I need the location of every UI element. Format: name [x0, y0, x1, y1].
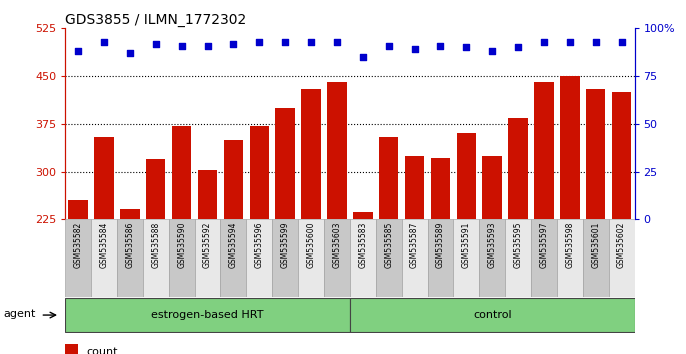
Bar: [431, 158, 450, 354]
Bar: [195, 219, 220, 297]
Bar: [327, 82, 346, 354]
Point: [435, 43, 446, 48]
Bar: [480, 219, 505, 297]
Bar: [276, 108, 295, 354]
Bar: [143, 219, 169, 297]
Bar: [324, 219, 350, 297]
Point: [512, 45, 523, 50]
Point: [228, 41, 239, 46]
Point: [280, 39, 291, 45]
Point: [254, 39, 265, 45]
Bar: [353, 212, 372, 354]
Point: [331, 39, 342, 45]
Bar: [272, 219, 298, 297]
Text: GSM535593: GSM535593: [488, 222, 497, 268]
Bar: [65, 344, 78, 354]
Text: GSM535591: GSM535591: [462, 222, 471, 268]
Bar: [350, 219, 376, 297]
Text: GSM535583: GSM535583: [358, 222, 367, 268]
Bar: [457, 133, 476, 354]
Bar: [586, 89, 606, 354]
Text: count: count: [86, 347, 117, 354]
Bar: [534, 82, 554, 354]
Bar: [560, 76, 580, 354]
Bar: [250, 126, 269, 354]
Text: GSM535599: GSM535599: [281, 222, 289, 268]
Text: GSM535588: GSM535588: [151, 222, 161, 268]
Bar: [405, 156, 424, 354]
Bar: [453, 219, 480, 297]
Text: GSM535603: GSM535603: [333, 222, 342, 268]
Bar: [557, 219, 583, 297]
Bar: [120, 209, 139, 354]
Bar: [508, 118, 528, 354]
Text: GSM535602: GSM535602: [617, 222, 626, 268]
Bar: [220, 219, 246, 297]
Bar: [65, 298, 350, 332]
Bar: [482, 156, 502, 354]
Bar: [376, 219, 401, 297]
Text: GSM535601: GSM535601: [591, 222, 600, 268]
Text: control: control: [473, 310, 512, 320]
Text: GDS3855 / ILMN_1772302: GDS3855 / ILMN_1772302: [65, 13, 246, 27]
Point: [357, 54, 368, 60]
Text: GSM535585: GSM535585: [384, 222, 393, 268]
Point: [539, 39, 549, 45]
Text: agent: agent: [3, 309, 36, 319]
Text: GSM535596: GSM535596: [255, 222, 264, 268]
Bar: [224, 140, 243, 354]
Text: estrogen-based HRT: estrogen-based HRT: [152, 310, 263, 320]
Bar: [246, 219, 272, 297]
Point: [461, 45, 472, 50]
Bar: [612, 92, 631, 354]
Text: GSM535598: GSM535598: [565, 222, 574, 268]
Bar: [169, 219, 195, 297]
Text: GSM535592: GSM535592: [203, 222, 212, 268]
Bar: [91, 219, 117, 297]
Bar: [146, 159, 165, 354]
Bar: [608, 219, 635, 297]
Bar: [505, 219, 531, 297]
Text: GSM535590: GSM535590: [177, 222, 186, 268]
Text: GSM535600: GSM535600: [307, 222, 316, 268]
Bar: [583, 219, 608, 297]
Text: GSM535582: GSM535582: [73, 222, 82, 268]
Bar: [401, 219, 427, 297]
Bar: [531, 219, 557, 297]
Point: [383, 43, 394, 48]
Point: [99, 39, 110, 45]
Text: GSM535594: GSM535594: [229, 222, 238, 268]
Point: [409, 46, 420, 52]
Text: GSM535586: GSM535586: [126, 222, 134, 268]
Text: GSM535597: GSM535597: [539, 222, 549, 268]
Text: GSM535587: GSM535587: [410, 222, 419, 268]
Point: [73, 48, 84, 54]
Bar: [69, 200, 88, 354]
Point: [202, 43, 213, 48]
Point: [305, 39, 316, 45]
Bar: [172, 126, 191, 354]
Bar: [350, 298, 635, 332]
Bar: [301, 89, 321, 354]
Bar: [427, 219, 453, 297]
Point: [150, 41, 161, 46]
Text: GSM535589: GSM535589: [436, 222, 445, 268]
Bar: [198, 170, 217, 354]
Bar: [94, 137, 114, 354]
Point: [124, 50, 135, 56]
Text: GSM535595: GSM535595: [514, 222, 523, 268]
Point: [176, 43, 187, 48]
Point: [565, 39, 576, 45]
Point: [590, 39, 601, 45]
Bar: [379, 137, 399, 354]
Bar: [65, 219, 91, 297]
Point: [616, 39, 627, 45]
Point: [487, 48, 498, 54]
Text: GSM535584: GSM535584: [99, 222, 108, 268]
Bar: [298, 219, 324, 297]
Bar: [117, 219, 143, 297]
